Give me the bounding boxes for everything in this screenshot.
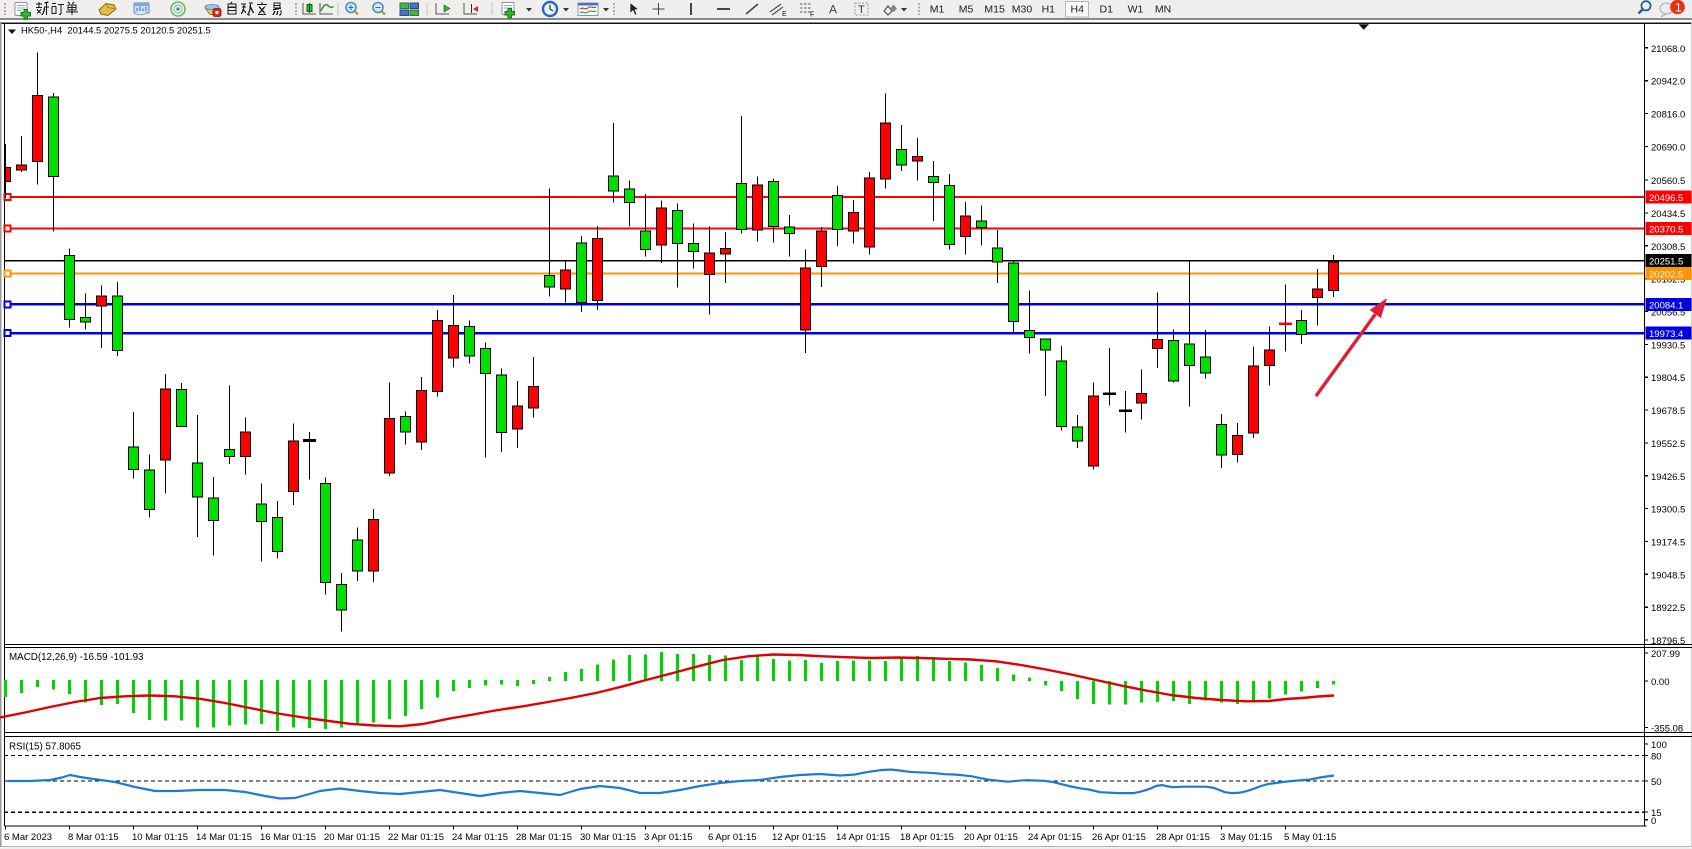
svg-text:22 Mar 01:15: 22 Mar 01:15 bbox=[388, 832, 444, 843]
svg-text:19678.5: 19678.5 bbox=[1651, 406, 1685, 417]
svg-text:19174.5: 19174.5 bbox=[1651, 538, 1685, 549]
svg-text:3 Apr 01:15: 3 Apr 01:15 bbox=[644, 832, 693, 843]
svg-text:80: 80 bbox=[1651, 752, 1662, 763]
svg-text:F: F bbox=[810, 12, 814, 19]
svg-text:18 Apr 01:15: 18 Apr 01:15 bbox=[900, 832, 954, 843]
svg-text:16 Mar 01:15: 16 Mar 01:15 bbox=[260, 832, 316, 843]
svg-text:19552.5: 19552.5 bbox=[1651, 439, 1685, 450]
svg-text:E: E bbox=[782, 11, 787, 18]
svg-text:20 Apr 01:15: 20 Apr 01:15 bbox=[964, 832, 1018, 843]
svg-text:MACD(12,26,9) -16.59 -101.93: MACD(12,26,9) -16.59 -101.93 bbox=[9, 652, 144, 663]
svg-text:19973.4: 19973.4 bbox=[1649, 329, 1683, 340]
svg-text:H4: H4 bbox=[1071, 4, 1085, 16]
svg-text:20308.5: 20308.5 bbox=[1651, 242, 1685, 253]
svg-text:20560.5: 20560.5 bbox=[1651, 176, 1685, 187]
svg-text:24 Apr 01:15: 24 Apr 01:15 bbox=[1028, 832, 1082, 843]
svg-text:19426.5: 19426.5 bbox=[1651, 472, 1685, 483]
svg-text:21068.0: 21068.0 bbox=[1651, 44, 1685, 55]
svg-text:T: T bbox=[858, 4, 865, 16]
svg-text:28 Mar 01:15: 28 Mar 01:15 bbox=[516, 832, 572, 843]
svg-text:6 Mar 2023: 6 Mar 2023 bbox=[4, 832, 52, 843]
svg-text:30 Mar 01:15: 30 Mar 01:15 bbox=[580, 832, 636, 843]
svg-text:20816.0: 20816.0 bbox=[1651, 110, 1685, 121]
svg-text:20202.5: 20202.5 bbox=[1649, 270, 1683, 281]
svg-text:5 May 01:15: 5 May 01:15 bbox=[1284, 832, 1336, 843]
svg-text:50: 50 bbox=[1651, 777, 1662, 788]
svg-text:14 Mar 01:15: 14 Mar 01:15 bbox=[196, 832, 252, 843]
svg-text:20496.5: 20496.5 bbox=[1649, 193, 1683, 204]
svg-text:1: 1 bbox=[1675, 1, 1682, 15]
svg-text:10 Mar 01:15: 10 Mar 01:15 bbox=[132, 832, 188, 843]
svg-text:-355.08: -355.08 bbox=[1651, 724, 1683, 735]
svg-text:19930.5: 19930.5 bbox=[1651, 340, 1685, 351]
svg-text:D1: D1 bbox=[1100, 4, 1114, 16]
svg-text:26 Apr 01:15: 26 Apr 01:15 bbox=[1092, 832, 1146, 843]
svg-text:19048.5: 19048.5 bbox=[1651, 570, 1685, 581]
svg-text:20370.5: 20370.5 bbox=[1649, 225, 1683, 236]
svg-text:20084.1: 20084.1 bbox=[1649, 300, 1683, 311]
svg-text:20182.5: 20182.5 bbox=[1651, 275, 1685, 286]
svg-text:20434.5: 20434.5 bbox=[1651, 209, 1685, 220]
svg-text:0: 0 bbox=[1651, 816, 1656, 827]
svg-text:0.00: 0.00 bbox=[1651, 677, 1670, 688]
svg-text:M15: M15 bbox=[984, 4, 1005, 16]
svg-text:MN: MN bbox=[1155, 4, 1171, 16]
svg-text:H1: H1 bbox=[1042, 4, 1056, 16]
svg-text:18796.5: 18796.5 bbox=[1651, 636, 1685, 647]
svg-text:100: 100 bbox=[1651, 740, 1667, 751]
svg-text:20 Mar 01:15: 20 Mar 01:15 bbox=[324, 832, 380, 843]
svg-text:24 Mar 01:15: 24 Mar 01:15 bbox=[452, 832, 508, 843]
svg-text:M1: M1 bbox=[930, 4, 945, 16]
svg-text:28 Apr 01:15: 28 Apr 01:15 bbox=[1156, 832, 1210, 843]
svg-text:19804.5: 19804.5 bbox=[1651, 373, 1685, 384]
svg-text:14 Apr 01:15: 14 Apr 01:15 bbox=[836, 832, 890, 843]
svg-text:3 May 01:15: 3 May 01:15 bbox=[1220, 832, 1272, 843]
svg-text:M5: M5 bbox=[959, 4, 974, 16]
svg-text:18922.5: 18922.5 bbox=[1651, 603, 1685, 614]
svg-text:15: 15 bbox=[1651, 808, 1662, 819]
svg-text:8 Mar 01:15: 8 Mar 01:15 bbox=[68, 832, 119, 843]
svg-text:W1: W1 bbox=[1128, 4, 1144, 16]
svg-text:20056.5: 20056.5 bbox=[1651, 308, 1685, 319]
svg-text:6 Apr 01:15: 6 Apr 01:15 bbox=[708, 832, 757, 843]
svg-text:M30: M30 bbox=[1012, 4, 1033, 16]
svg-text:19300.5: 19300.5 bbox=[1651, 505, 1685, 516]
svg-text:20942.0: 20942.0 bbox=[1651, 77, 1685, 88]
svg-text:RSI(15) 57.8065: RSI(15) 57.8065 bbox=[9, 742, 81, 753]
svg-text:207.99: 207.99 bbox=[1651, 649, 1680, 660]
svg-text:A: A bbox=[829, 3, 837, 17]
svg-text:12 Apr 01:15: 12 Apr 01:15 bbox=[772, 832, 826, 843]
svg-text:HK50-,H4 20144.5 20275.5 2012: HK50-,H4 20144.5 20275.5 20120.5 20251.5 bbox=[21, 25, 211, 36]
svg-text:20690.0: 20690.0 bbox=[1651, 142, 1685, 153]
svg-text:20251.5: 20251.5 bbox=[1649, 257, 1683, 268]
